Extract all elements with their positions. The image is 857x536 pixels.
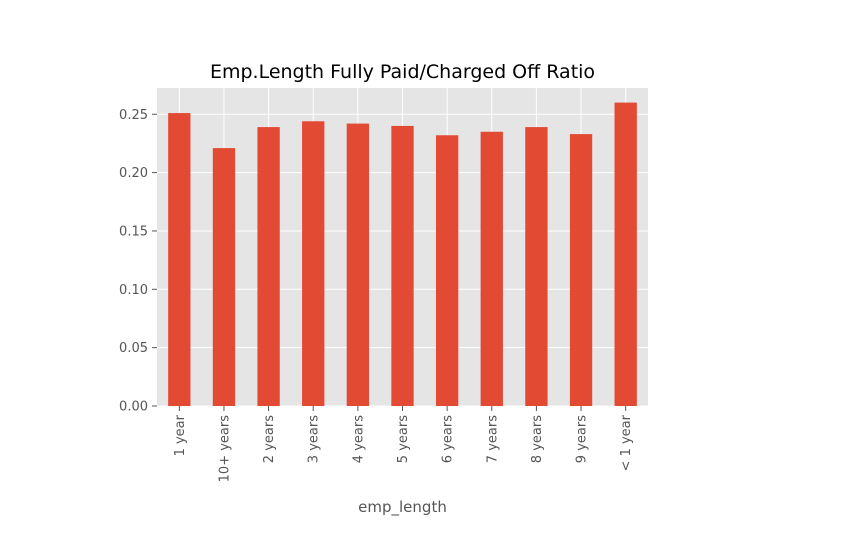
bar [257, 127, 280, 407]
x-tick-label: 8 years [530, 415, 545, 463]
bar [346, 123, 370, 407]
bar [212, 148, 236, 407]
bar [480, 131, 503, 406]
x-tick-label: 2 years [262, 415, 277, 463]
bar [525, 127, 548, 407]
y-tick-label: 0.15 [119, 224, 148, 239]
y-axis-ticks: 0.00 0.05 0.10 0.15 0.20 0.25 [119, 108, 157, 415]
y-tick-label: 0.10 [119, 283, 148, 298]
x-tick-label: 10+ years [217, 415, 232, 483]
bar [302, 121, 325, 406]
x-tick-label: 5 years [396, 415, 411, 463]
y-tick-label: 0.20 [119, 166, 148, 181]
y-tick-label: 0.25 [119, 108, 148, 123]
x-tick-label: 9 years [575, 415, 590, 463]
x-axis-label: emp_length [358, 498, 447, 517]
chart-title: Emp.Length Fully Paid/Charged Off Ratio [210, 61, 595, 83]
y-tick-label: 0.00 [119, 400, 148, 415]
x-tick-label: 3 years [307, 415, 322, 463]
bar [614, 102, 637, 406]
bar [569, 134, 593, 407]
x-tick-label: < 1 year [619, 414, 634, 471]
bars [168, 102, 637, 407]
x-tick-label: 4 years [351, 415, 366, 463]
x-tick-label: 1 year [173, 414, 188, 456]
bar [435, 135, 459, 406]
x-axis-ticks: 1 year 10+ years 2 years 3 years 4 years 5 ye… [173, 406, 634, 482]
bar [168, 113, 191, 406]
y-tick-label: 0.05 [119, 341, 148, 356]
bar [391, 125, 414, 406]
x-tick-label: 7 years [485, 415, 500, 463]
x-tick-label: 6 years [441, 415, 456, 463]
